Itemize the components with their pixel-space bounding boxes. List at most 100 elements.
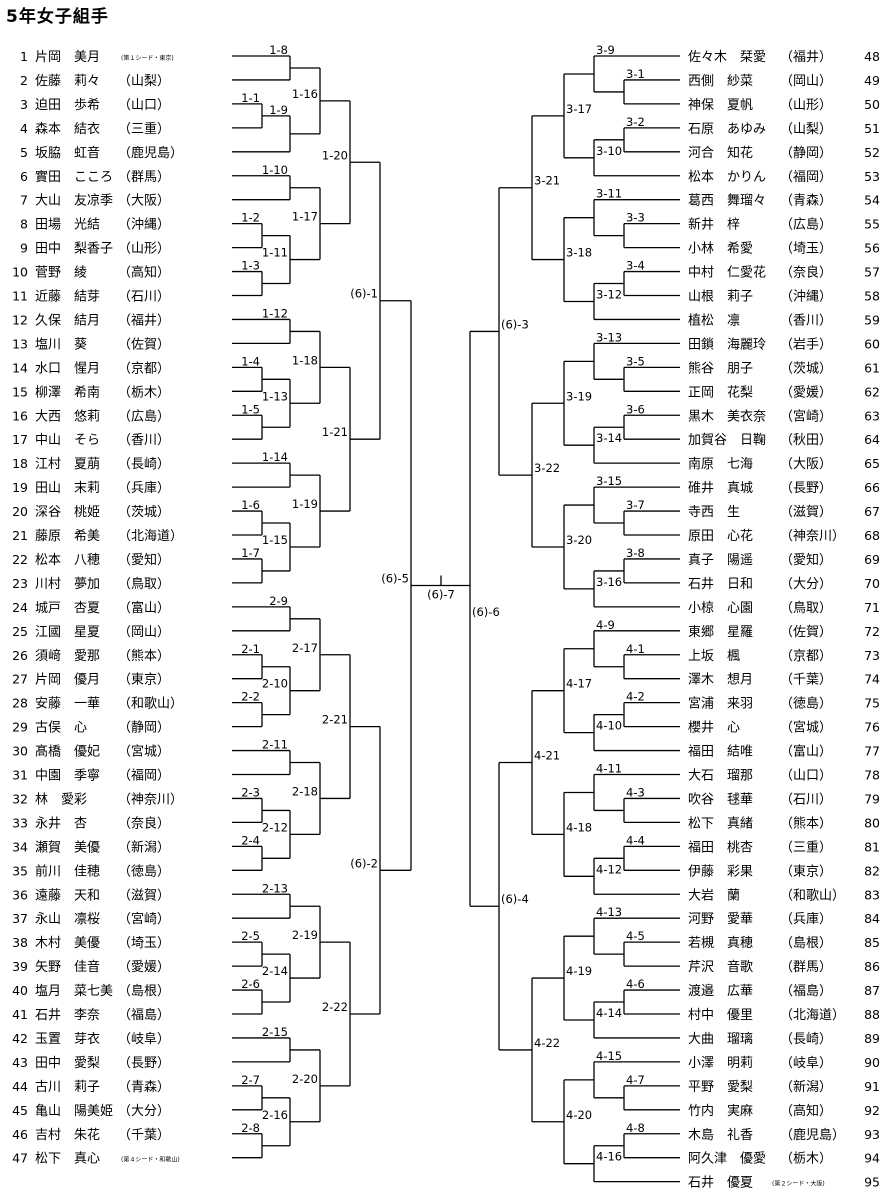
player-seed: 66	[864, 480, 880, 495]
player-name: 田鎖 海麗玲	[688, 336, 766, 352]
player-seed: 45	[12, 1103, 28, 1118]
player-prefecture: （千葉）	[780, 673, 832, 688]
player-prefecture: （和歌山）	[118, 697, 183, 712]
player-seed: 32	[12, 791, 28, 806]
match-label: 3-14	[596, 431, 622, 445]
player-prefecture: （兵庫）	[780, 912, 832, 927]
match-label: 4-10	[596, 719, 622, 733]
player-seed: 15	[12, 384, 28, 399]
match-label: 2-22	[322, 1000, 348, 1014]
player-prefecture: （奈良）	[780, 265, 832, 281]
player-name: 塩月 菜七美	[35, 984, 113, 999]
match-label: 4-7	[626, 1073, 645, 1087]
match-label: 1-7	[241, 546, 260, 560]
match-label: 3-12	[596, 287, 622, 301]
player-name: 木村 美優	[35, 936, 100, 951]
match-label: 2-7	[241, 1073, 260, 1087]
player-seed: 87	[864, 983, 880, 998]
player-seed: 36	[12, 887, 28, 902]
player-seed: 41	[12, 1007, 28, 1022]
player-seed: 83	[864, 887, 880, 902]
match-label: (6)-1	[350, 287, 378, 301]
match-label: 3-18	[566, 246, 592, 260]
player-prefecture: （富山）	[780, 744, 832, 760]
player-prefecture: （和歌山）	[780, 888, 845, 903]
match-label: 4-8	[626, 1121, 645, 1135]
match-label: 3-8	[626, 546, 645, 560]
player-seed: 29	[12, 720, 28, 735]
player-name: 森本 結衣	[35, 121, 100, 137]
player-name: 大岩 蘭	[688, 887, 740, 903]
player-prefecture: （岡山）	[780, 74, 832, 89]
player-seed: 4	[20, 121, 28, 136]
player-prefecture: （茨城）	[118, 505, 170, 520]
player-prefecture: （広島）	[118, 409, 170, 424]
player-prefecture: （香川）	[118, 433, 170, 448]
player-name: 加賀谷 日鞠	[688, 433, 766, 448]
player-prefecture: （富山）	[118, 600, 170, 616]
match-label: 2-9	[269, 594, 288, 608]
player-seed: 94	[864, 1151, 880, 1166]
match-label: 4-6	[626, 977, 645, 991]
match-label: 3-4	[626, 259, 645, 273]
player-seed: 30	[12, 744, 28, 759]
player-seed: 95	[864, 1175, 880, 1190]
match-label: 3-19	[566, 389, 592, 403]
player-prefecture: （愛知）	[118, 552, 170, 568]
player-prefecture: （岩手）	[780, 337, 832, 352]
match-label: 4-3	[626, 785, 645, 799]
match-label: 3-3	[626, 211, 645, 225]
player-prefecture: （山形）	[118, 242, 170, 257]
match-label: 1-2	[241, 211, 260, 225]
player-seed: 88	[864, 1007, 880, 1022]
player-name: 江村 夏萠	[35, 457, 100, 472]
player-seed: 60	[864, 336, 880, 351]
player-prefecture: （北海道）	[118, 529, 183, 544]
player-prefecture: （山梨）	[780, 122, 832, 137]
player-name: 東郷 星羅	[688, 624, 753, 640]
player-name: 石原 あゆみ	[688, 122, 766, 137]
match-label: (6)-3	[501, 317, 529, 331]
player-seed: 61	[864, 360, 880, 375]
player-seed: 49	[864, 73, 880, 88]
player-name: 碓井 真城	[688, 481, 753, 496]
match-label: 4-5	[626, 929, 645, 943]
match-label: 3-1	[626, 67, 645, 81]
player-name: 瀬賀 美優	[35, 840, 100, 855]
player-name: 宮浦 来羽	[688, 696, 753, 712]
player-name: 田場 光結	[35, 218, 100, 233]
player-seed: 27	[12, 672, 28, 687]
match-label: 4-18	[566, 820, 592, 834]
player-name: 渡邉 広華	[688, 983, 753, 999]
player-seed: 33	[12, 815, 28, 830]
match-label: 3-16	[596, 575, 622, 589]
match-label: 2-17	[292, 641, 318, 655]
player-name: 櫻井 心	[688, 721, 740, 736]
player-name: 髙橋 優妃	[35, 744, 100, 760]
player-name: 阿久津 優愛	[688, 1152, 766, 1167]
player-name: 安藤 一華	[35, 697, 100, 712]
player-prefecture: （滋賀）	[118, 888, 170, 903]
player-name: 城戸 杏夏	[35, 601, 100, 616]
match-label: 2-21	[322, 713, 348, 727]
player-seed: 89	[864, 1031, 880, 1046]
player-seed: 48	[864, 49, 880, 64]
player-prefecture: （山梨）	[118, 74, 170, 89]
player-seed: 24	[12, 600, 28, 615]
player-name: 小林 希愛	[688, 242, 753, 257]
player-seed: 46	[12, 1127, 28, 1142]
player-seed: 18	[12, 456, 28, 471]
player-seed: 76	[864, 720, 880, 735]
player-name: 熊谷 朋子	[688, 360, 753, 376]
player-name: 芹沢 音歌	[688, 959, 753, 975]
player-prefecture: （佐賀）	[118, 337, 170, 352]
match-label: 4-14	[596, 1006, 622, 1020]
match-label: 2-15	[262, 1025, 288, 1039]
player-seed: 17	[12, 432, 28, 447]
player-name: 前川 佳穂	[35, 863, 100, 879]
match-label: 4-4	[626, 833, 645, 847]
player-name: 福田 結唯	[688, 745, 753, 760]
player-seed: 1	[20, 49, 28, 64]
player-seed: 81	[864, 839, 880, 854]
